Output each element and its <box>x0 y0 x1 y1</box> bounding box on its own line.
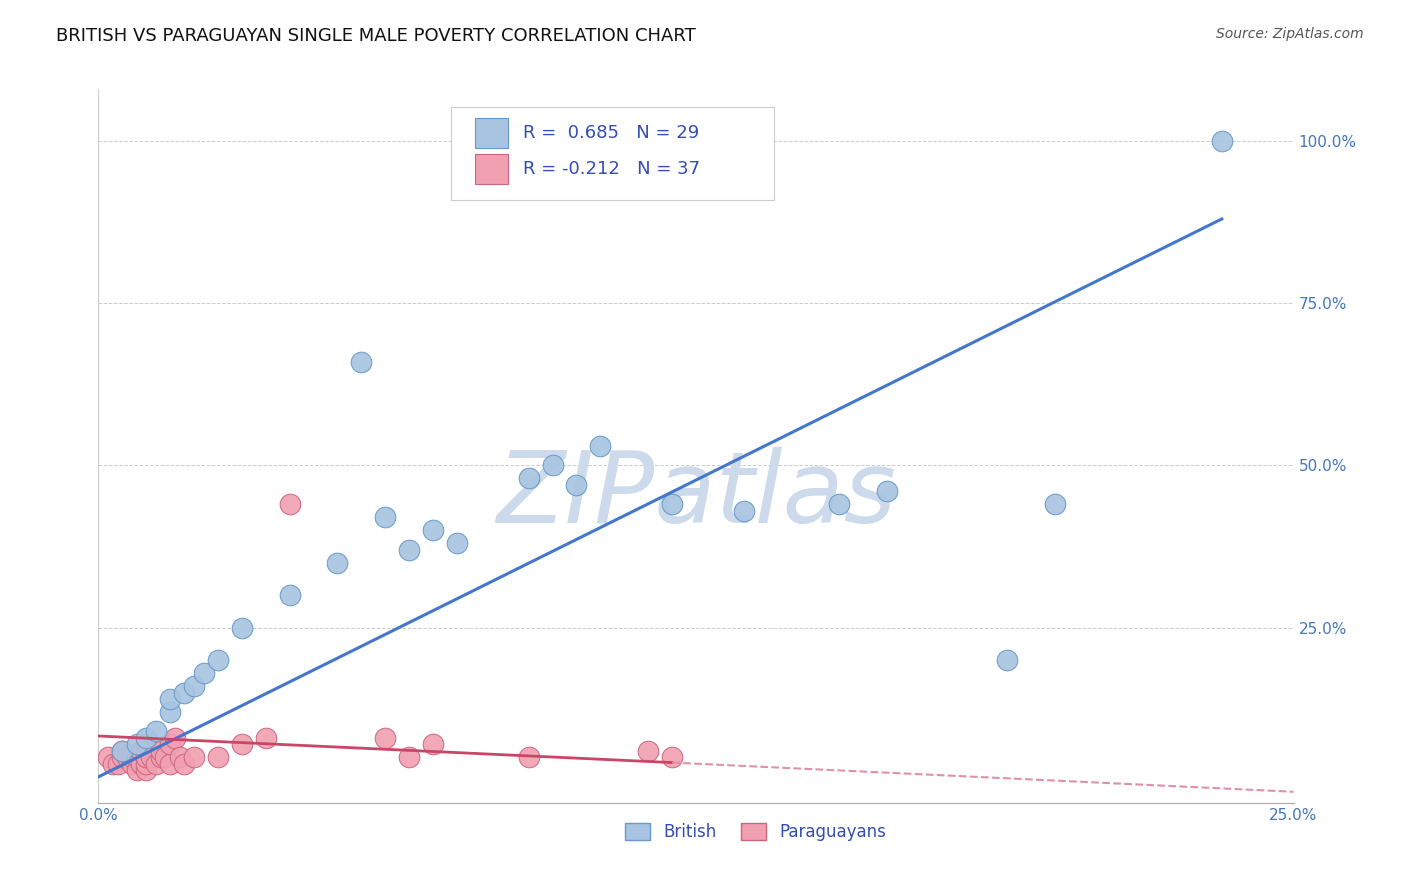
Point <box>159 738 181 752</box>
Point <box>101 756 124 771</box>
Point <box>121 750 143 764</box>
Text: R =  0.685   N = 29: R = 0.685 N = 29 <box>523 125 699 143</box>
Point <box>278 497 301 511</box>
Point <box>254 731 277 745</box>
Point <box>661 497 683 511</box>
Point <box>541 458 564 473</box>
Point <box>1211 134 1233 148</box>
Point <box>159 692 181 706</box>
FancyBboxPatch shape <box>475 154 509 184</box>
Point <box>135 750 157 764</box>
Point <box>131 744 153 758</box>
Point <box>159 705 181 719</box>
Point <box>135 764 157 778</box>
Point <box>145 756 167 771</box>
Point <box>163 731 186 745</box>
Point <box>111 750 134 764</box>
Point <box>733 504 755 518</box>
Text: ZIPatlas: ZIPatlas <box>496 448 896 544</box>
Point <box>115 750 138 764</box>
Point <box>231 738 253 752</box>
Point <box>135 731 157 745</box>
Text: BRITISH VS PARAGUAYAN SINGLE MALE POVERTY CORRELATION CHART: BRITISH VS PARAGUAYAN SINGLE MALE POVERT… <box>56 27 696 45</box>
Point <box>169 750 191 764</box>
Point <box>350 354 373 368</box>
Point <box>125 750 148 764</box>
Point <box>145 724 167 739</box>
Point <box>565 478 588 492</box>
Point <box>661 750 683 764</box>
Point <box>446 536 468 550</box>
Point <box>149 750 172 764</box>
Point <box>828 497 851 511</box>
Point <box>278 588 301 602</box>
Point <box>207 653 229 667</box>
Point <box>398 542 420 557</box>
Point <box>876 484 898 499</box>
Point <box>517 471 540 485</box>
Point <box>121 756 143 771</box>
Point <box>155 750 177 764</box>
Point <box>139 750 162 764</box>
Point <box>193 666 215 681</box>
Point <box>422 524 444 538</box>
FancyBboxPatch shape <box>451 107 773 200</box>
FancyBboxPatch shape <box>475 119 509 148</box>
Point <box>135 756 157 771</box>
Point <box>422 738 444 752</box>
Point <box>149 744 172 758</box>
Point <box>374 510 396 524</box>
Point <box>183 750 205 764</box>
Point <box>589 439 612 453</box>
Point <box>159 756 181 771</box>
Point <box>125 764 148 778</box>
Point <box>125 738 148 752</box>
Point <box>637 744 659 758</box>
Point <box>135 738 157 752</box>
Point <box>131 756 153 771</box>
Legend: British, Paraguayans: British, Paraguayans <box>619 816 893 848</box>
Point <box>207 750 229 764</box>
Point <box>173 685 195 699</box>
Point <box>374 731 396 745</box>
Point <box>183 679 205 693</box>
Point <box>173 756 195 771</box>
Text: Source: ZipAtlas.com: Source: ZipAtlas.com <box>1216 27 1364 41</box>
Point <box>107 756 129 771</box>
Point <box>111 744 134 758</box>
Point <box>231 621 253 635</box>
Point <box>97 750 120 764</box>
Text: R = -0.212   N = 37: R = -0.212 N = 37 <box>523 161 700 178</box>
Point <box>1043 497 1066 511</box>
Point <box>326 556 349 570</box>
Point <box>517 750 540 764</box>
Point <box>111 744 134 758</box>
Point <box>398 750 420 764</box>
Point <box>995 653 1018 667</box>
